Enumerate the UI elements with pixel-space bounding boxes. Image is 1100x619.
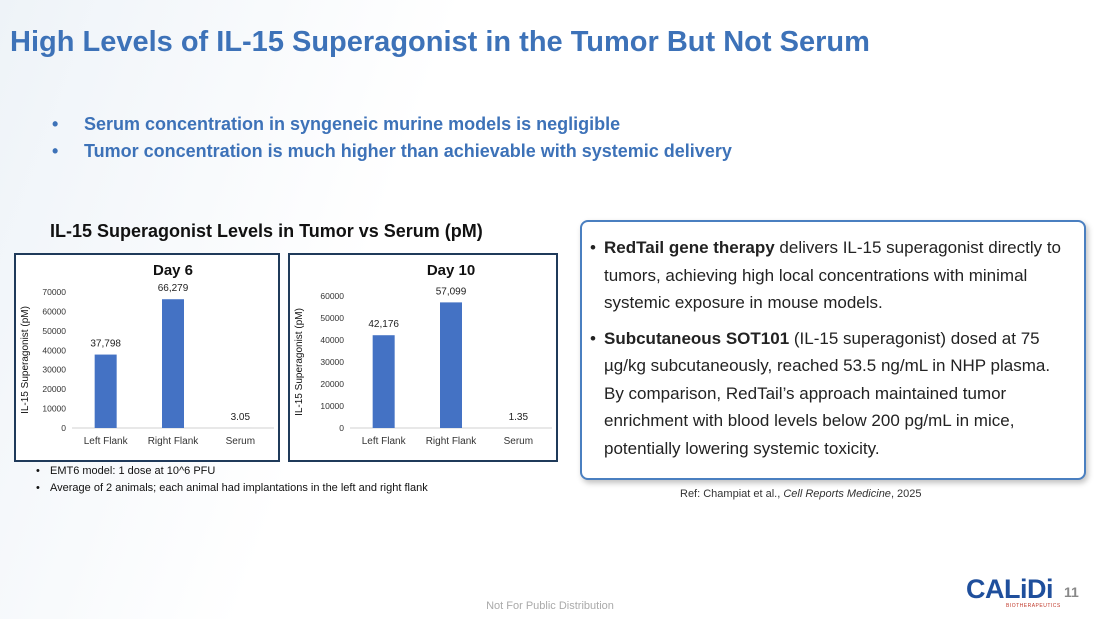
y-tick-label: 30000 <box>320 357 344 367</box>
bullet-text: Serum concentration in syngeneic murine … <box>84 114 621 134</box>
bar <box>372 335 395 428</box>
callout-box: RedTail gene therapy delivers IL-15 supe… <box>580 220 1086 480</box>
data-label: 42,176 <box>368 319 399 330</box>
page-number: 11 <box>1064 584 1079 600</box>
footnote-text: EMT6 model: 1 dose at 10^6 PFU <box>50 465 216 477</box>
y-tick-label: 10000 <box>320 401 344 411</box>
callout-bold: RedTail gene therapy <box>604 238 775 257</box>
ref-journal: Cell Reports Medicine <box>783 488 891 500</box>
x-tick-label: Right Flank <box>426 436 478 447</box>
bar <box>440 302 462 428</box>
footnote: • Average of 2 animals; each animal had i… <box>36 482 428 494</box>
data-label: 66,279 <box>158 283 189 294</box>
charts-heading: IL-15 Superagonist Levels in Tumor vs Se… <box>50 221 483 241</box>
bar <box>162 299 184 428</box>
callout-text: (IL-15 superagonist) dosed at 75 µg/kg s… <box>604 328 1051 458</box>
y-tick-label: 50000 <box>42 326 66 336</box>
y-tick-label: 0 <box>61 423 66 433</box>
y-tick-label: 0 <box>339 423 344 433</box>
y-tick-label: 70000 <box>42 287 66 297</box>
y-axis-label: IL-15 Superagonist (pM) <box>294 308 305 416</box>
x-tick-label: Serum <box>504 436 533 447</box>
y-tick-label: 60000 <box>320 291 344 301</box>
footnote: • EMT6 model: 1 dose at 10^6 PFU <box>36 465 216 477</box>
x-tick-label: Serum <box>226 436 255 447</box>
callout-item: RedTail gene therapy delivers IL-15 supe… <box>590 234 1070 317</box>
logo: CALiDi <box>966 574 1054 604</box>
callout-text: delivers IL-15 superagonist directly to … <box>604 238 1061 312</box>
data-label: 1.35 <box>509 412 529 423</box>
y-axis-label: IL-15 Superagonist (pM) <box>20 306 31 414</box>
bar <box>94 354 117 428</box>
chart: Day 6 IL-15 Superagonist (pM) 0 10000 20000 3… <box>14 253 280 462</box>
ref-prefix: Ref: Champiat et al., <box>680 488 784 500</box>
x-tick-label: Left Flank <box>84 436 129 447</box>
chart: Day 10 IL-15 Superagonist (pM) 0 10000 20000… <box>288 253 558 462</box>
y-tick-label: 30000 <box>42 365 66 375</box>
y-tick-label: 10000 <box>42 404 66 414</box>
logo-tagline: BIOTHERAPEUTICS <box>1006 603 1061 609</box>
data-label: 37,798 <box>90 339 121 350</box>
data-label: 57,099 <box>436 286 467 297</box>
bullet-text: Tumor concentration is much higher than … <box>84 141 732 161</box>
footer: Not For Public Distribution <box>486 600 614 612</box>
ref-suffix: , 2025 <box>890 488 922 500</box>
y-tick-label: 40000 <box>42 345 66 355</box>
chart-title: Day 6 <box>153 262 193 279</box>
y-tick-label: 20000 <box>320 379 344 389</box>
y-tick-label: 20000 <box>42 384 66 394</box>
reference: Ref: Champiat et al., Cell Reports Medic… <box>680 488 922 500</box>
footnote-text: Average of 2 animals; each animal had im… <box>50 482 428 494</box>
y-tick-label: 50000 <box>320 313 344 323</box>
callout-bold: Subcutaneous SOT101 <box>604 328 790 348</box>
slide-title: High Levels of IL-15 Superagonist in the… <box>10 26 870 58</box>
callout-item: Subcutaneous SOT101 (IL-15 superagonist)… <box>590 325 1070 463</box>
chart-title: Day 10 <box>427 262 475 279</box>
y-tick-label: 40000 <box>320 335 344 345</box>
bullet: • Serum concentration in syngeneic murine… <box>52 114 621 134</box>
y-tick-label: 60000 <box>42 306 66 316</box>
bullet: • Tumor concentration is much higher than… <box>52 141 732 161</box>
data-label: 3.05 <box>231 412 251 423</box>
x-tick-label: Right Flank <box>148 436 200 447</box>
x-tick-label: Left Flank <box>362 436 407 447</box>
